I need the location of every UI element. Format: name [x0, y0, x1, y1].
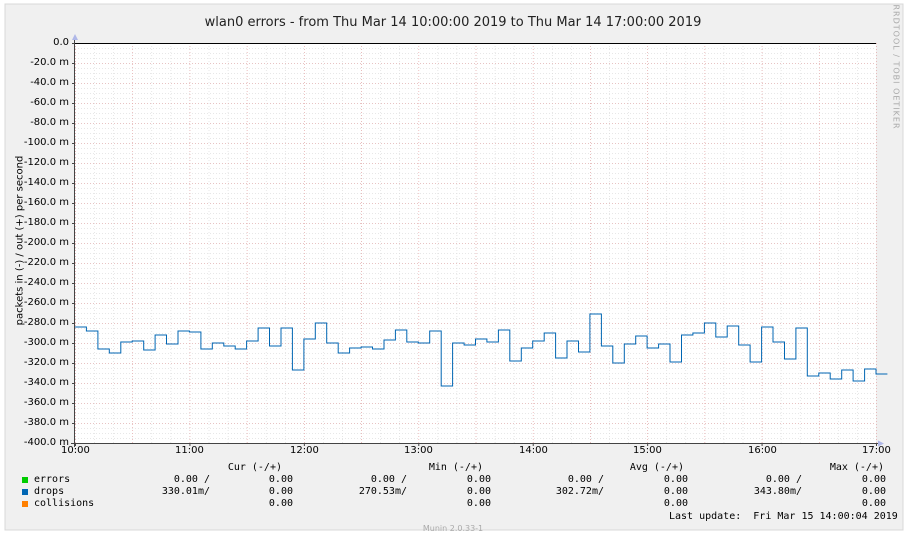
- legend-swatch-errors: [22, 477, 28, 483]
- legend-value: 0.00: [663, 486, 688, 497]
- legend-value: 0.00: [466, 486, 491, 497]
- x-tick-label: 16:00: [748, 445, 777, 456]
- legend-label-collisions: collisions: [34, 498, 95, 509]
- legend-swatch-collisions: [22, 501, 28, 507]
- legend-header: Min (-/+): [428, 462, 483, 473]
- y-tick-label: -200.0 m: [23, 237, 69, 248]
- legend-value: 0.00 /: [765, 474, 802, 485]
- legend-value: 0.00: [466, 474, 491, 485]
- y-tick-label: -40.0 m: [30, 77, 69, 88]
- y-tick-label: -60.0 m: [30, 97, 69, 108]
- grid: [75, 43, 877, 444]
- y-axis-arrow: [72, 34, 78, 40]
- y-tick-label: -100.0 m: [23, 137, 69, 148]
- legend-value: 0.00 /: [370, 474, 407, 485]
- y-tick-label: -80.0 m: [30, 117, 69, 128]
- legend-value: 0.00: [663, 474, 688, 485]
- legend-label-drops: drops: [34, 486, 65, 497]
- y-tick-label: -220.0 m: [23, 257, 69, 268]
- y-tick-label: -120.0 m: [23, 157, 69, 168]
- legend-value: 0.00: [663, 498, 688, 509]
- y-tick-label: -300.0 m: [23, 337, 69, 348]
- legend-value: 302.72m/: [555, 486, 604, 497]
- x-tick-label: 12:00: [290, 445, 319, 456]
- legend-label-errors: errors: [34, 474, 71, 485]
- y-tick-label: -400.0 m: [23, 437, 69, 448]
- x-tick-label: 13:00: [404, 445, 433, 456]
- plot-area: [75, 43, 876, 443]
- legend-header: Avg (-/+): [629, 462, 684, 473]
- legend-swatch-drops: [22, 489, 28, 495]
- x-tick-label: 10:00: [61, 445, 90, 456]
- y-tick-label: 0.0: [53, 37, 69, 48]
- legend-value: 0.00 /: [567, 474, 604, 485]
- x-tick-label: 14:00: [519, 445, 548, 456]
- legend-value: 0.00: [268, 486, 293, 497]
- y-tick-label: -340.0 m: [23, 377, 69, 388]
- legend-header: Cur (-/+): [227, 462, 282, 473]
- legend-value: 330.01m/: [161, 486, 210, 497]
- y-tick-label: -180.0 m: [23, 217, 69, 228]
- legend-value: 0.00: [268, 498, 293, 509]
- munin-version: Munin 2.0.33-1: [422, 524, 484, 533]
- y-tick-label: -260.0 m: [23, 297, 69, 308]
- y-tick-label: -140.0 m: [23, 177, 69, 188]
- legend-value: 0.00: [861, 498, 886, 509]
- y-tick-label: -380.0 m: [23, 417, 69, 428]
- axes: [71, 34, 884, 447]
- y-tick-label: -360.0 m: [23, 397, 69, 408]
- legend-value: 0.00: [268, 474, 293, 485]
- legend-header: Max (-/+): [829, 462, 884, 473]
- y-tick-label: -20.0 m: [30, 57, 69, 68]
- y-tick-label: -280.0 m: [23, 317, 69, 328]
- series-line-drops: [75, 313, 888, 387]
- series-layer: [75, 313, 888, 387]
- chart-title: wlan0 errors - from Thu Mar 14 10:00:00 …: [204, 15, 702, 30]
- x-axis-arrow: [878, 440, 884, 447]
- last-update: Last update: Fri Mar 15 14:00:04 2019: [669, 511, 898, 522]
- legend-value: 0.00: [861, 474, 886, 485]
- y-tick-label: -320.0 m: [23, 357, 69, 368]
- legend-value: 0.00: [466, 498, 491, 509]
- rrdtool-watermark: RRDTOOL / TOBI OETIKER: [891, 4, 901, 130]
- y-tick-label: -240.0 m: [23, 277, 69, 288]
- x-tick-label: 11:00: [175, 445, 204, 456]
- legend-value: 0.00 /: [173, 474, 210, 485]
- y-tick-label: -160.0 m: [23, 197, 69, 208]
- legend-value: 343.80m/: [753, 486, 802, 497]
- x-tick-label: 17:00: [862, 445, 891, 456]
- legend-value: 0.00: [861, 486, 886, 497]
- legend-value: 270.53m/: [358, 486, 407, 497]
- x-tick-label: 15:00: [633, 445, 662, 456]
